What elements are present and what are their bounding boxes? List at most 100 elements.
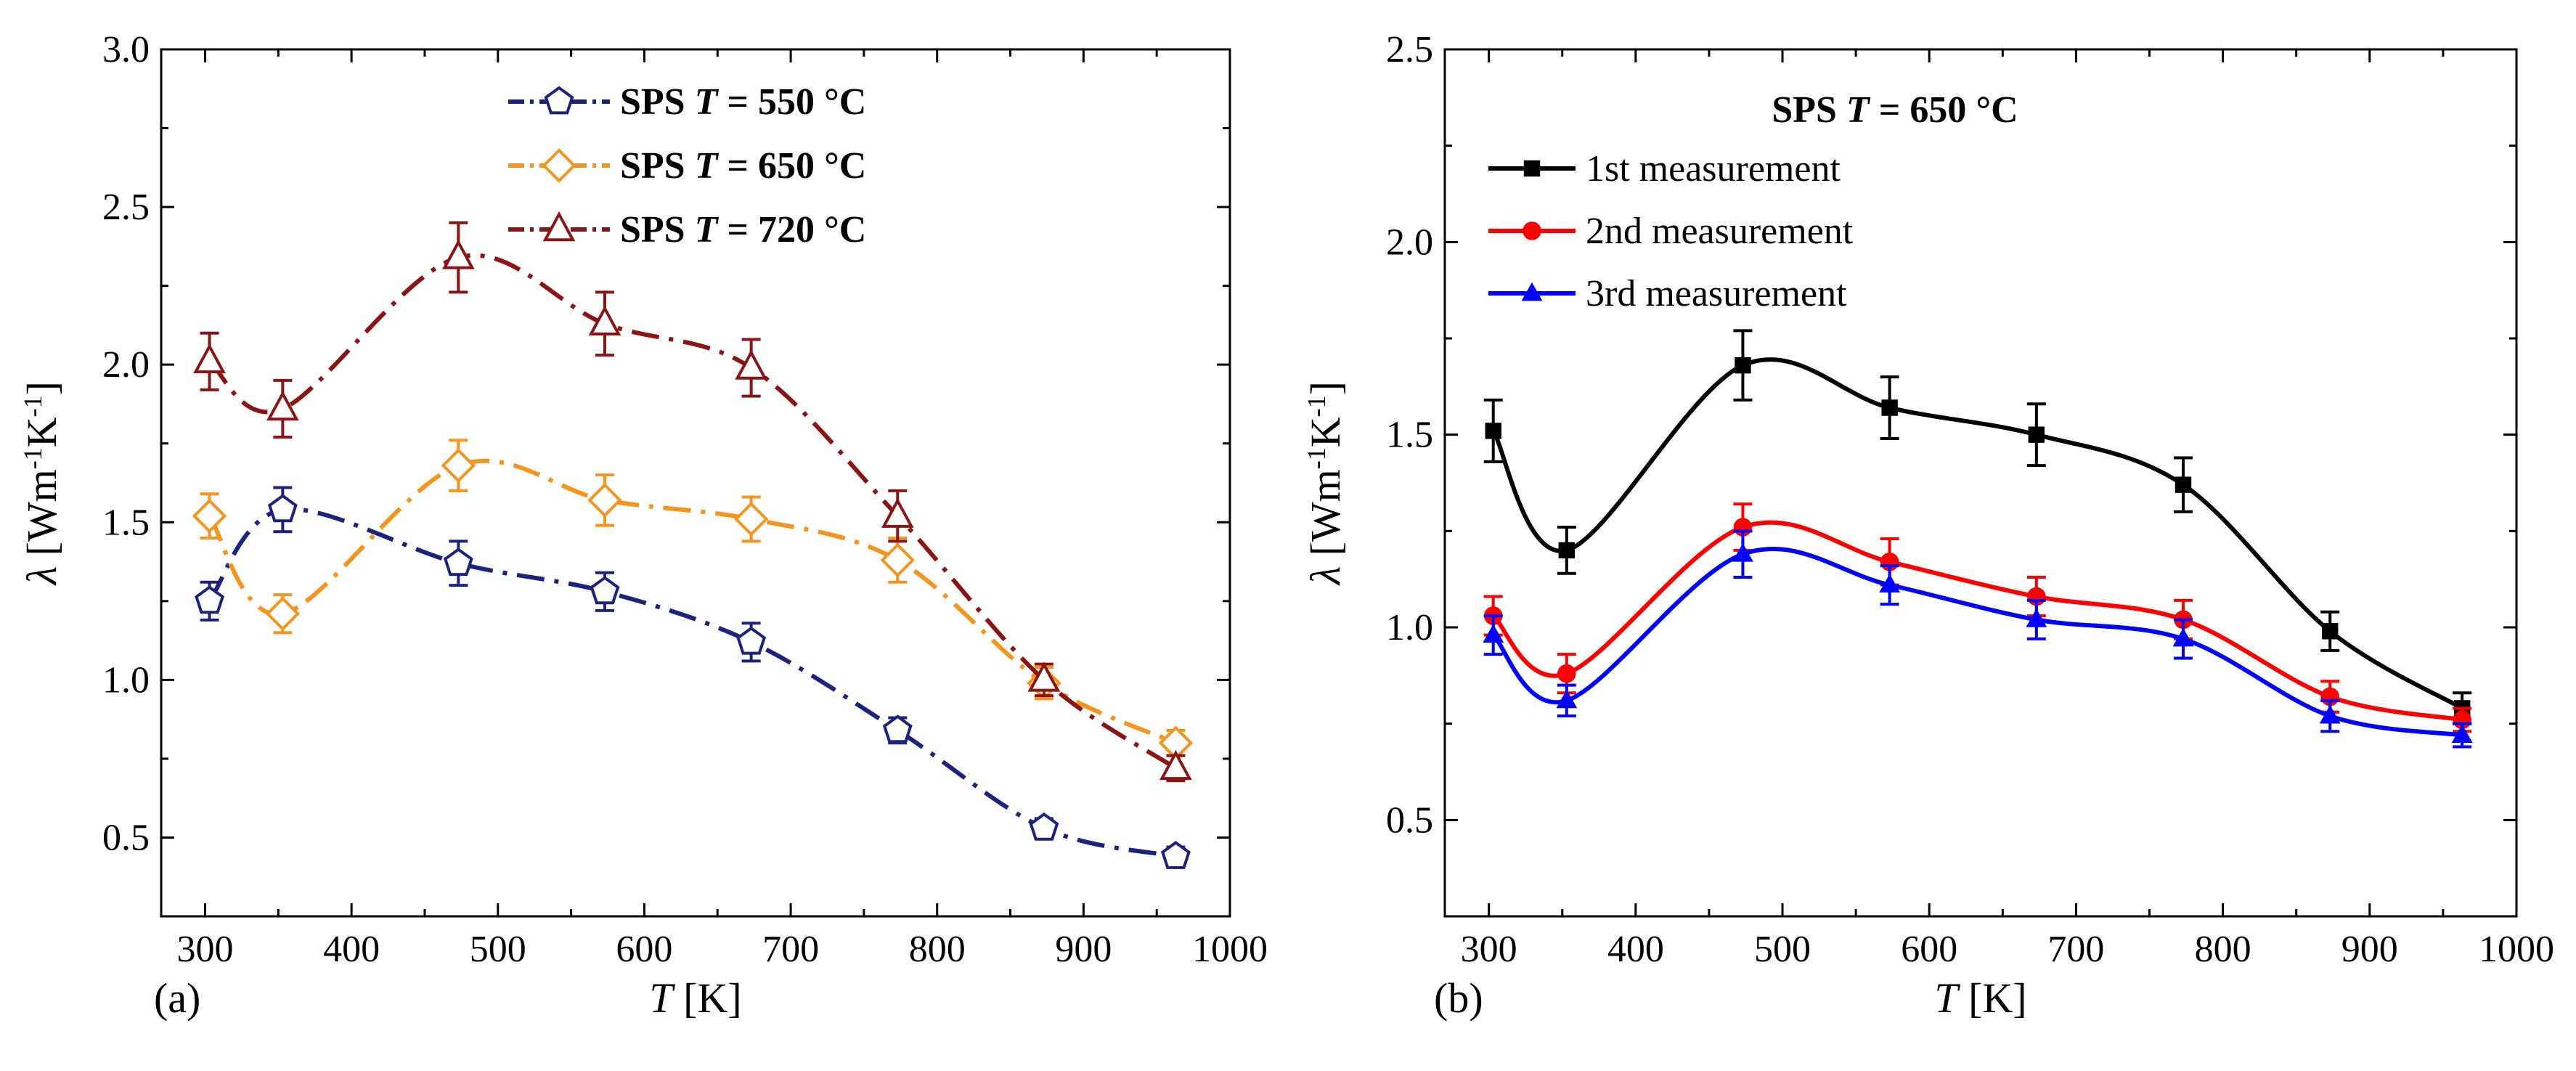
- y-axis-title: λ [Wm-1K-1]: [18, 381, 65, 586]
- series-1: [195, 486, 1191, 869]
- series-line: [208, 507, 1177, 859]
- data-point: [441, 239, 475, 269]
- x-axis-title: T [K]: [649, 974, 741, 1022]
- legend-label: 1st measurement: [1586, 148, 1841, 190]
- legend: SPS T = 550 °C SPS T = 650 °C SPS T = 720 …: [508, 81, 866, 251]
- data-point: [1556, 689, 1578, 709]
- legend-marker: [542, 211, 576, 242]
- data-point: [588, 305, 621, 335]
- legend-label: 3rd measurement: [1586, 273, 1847, 314]
- x-tick-label: 300: [176, 929, 233, 970]
- y-axis-title: λ [Wm-1K-1]: [1302, 381, 1349, 586]
- y-tick-label: 2.0: [1386, 221, 1433, 263]
- series-line: [208, 458, 1177, 745]
- series-line: [208, 253, 1178, 770]
- data-point: [443, 547, 473, 577]
- series-line: [1491, 520, 2463, 722]
- x-tick-label: 900: [2341, 929, 2398, 970]
- panel-label: (b): [1434, 974, 1483, 1022]
- data-point: [735, 349, 767, 380]
- data-point: [2172, 627, 2194, 647]
- y-tick-label: 1.0: [102, 659, 150, 701]
- y-tick-label: 2.0: [102, 344, 150, 386]
- data-point: [1735, 357, 1751, 374]
- y-tick-label: 2.5: [1386, 29, 1433, 70]
- x-tick-label: 800: [2195, 929, 2251, 970]
- series-3: [1483, 529, 2473, 749]
- x-tick-label: 800: [909, 929, 966, 970]
- data-point: [733, 502, 769, 537]
- legend-marker: [542, 148, 576, 183]
- y-tick-label: 1.0: [1386, 607, 1433, 648]
- data-point: [193, 343, 226, 374]
- panel-label: (a): [154, 974, 200, 1022]
- x-tick-label: 700: [762, 929, 819, 970]
- data-point: [265, 596, 301, 631]
- panel-b: 300 400 500 600 700 800 900 1000 0.5 1.0 1.5 2.0 2.5…: [1302, 29, 2554, 1022]
- series-line: [1491, 357, 2463, 711]
- y-tick-label: 1.5: [1386, 415, 1433, 456]
- legend-marker: [1523, 160, 1541, 177]
- data-point: [267, 494, 298, 523]
- legend-marker: [544, 86, 574, 115]
- x-tick-label: 600: [616, 929, 672, 970]
- data-point: [195, 585, 224, 614]
- x-tick-label: 600: [1901, 929, 1957, 970]
- data-point: [2319, 704, 2341, 724]
- data-point: [587, 483, 622, 518]
- series-2: [1483, 502, 2472, 733]
- series-2: [192, 439, 1194, 760]
- x-tick-label: 400: [1607, 929, 1664, 970]
- panel-title: SPS T = 650 °C: [1772, 89, 2018, 131]
- x-tick-label: 900: [1055, 929, 1112, 970]
- x-tick-label: 500: [470, 929, 526, 970]
- y-tick-label: 0.5: [102, 817, 150, 858]
- x-tick-label: 300: [1461, 929, 1517, 970]
- data-point: [1879, 574, 1901, 593]
- data-point: [2026, 608, 2047, 627]
- data-point: [2451, 724, 2473, 743]
- y-tick-label: 3.0: [102, 29, 150, 70]
- series-3: [193, 221, 1192, 783]
- data-point: [1558, 542, 1576, 559]
- data-point: [590, 576, 620, 605]
- data-point: [441, 448, 476, 483]
- legend-label: SPS T = 720 °C: [620, 209, 866, 251]
- x-tick-label: 700: [2047, 929, 2104, 970]
- x-tick-label: 500: [1754, 929, 1811, 970]
- series-1: [1483, 329, 2472, 725]
- data-point: [1483, 624, 1504, 643]
- legend-label: SPS T = 650 °C: [620, 145, 866, 187]
- data-point: [1881, 399, 1898, 416]
- data-point: [1160, 841, 1191, 869]
- data-point: [192, 498, 227, 534]
- plot-frame: [1443, 48, 2518, 918]
- data-point: [1485, 423, 1501, 439]
- legend: 1st measurement 2nd measurement 3rd measur…: [1488, 148, 1854, 314]
- series-line: [1491, 546, 2463, 738]
- y-tick-label: 0.5: [1386, 799, 1433, 841]
- y-tick-label: 2.5: [102, 187, 150, 228]
- legend-marker: [1523, 221, 1541, 240]
- data-point: [1159, 749, 1192, 781]
- data-point: [880, 542, 915, 578]
- x-tick-label: 400: [323, 929, 380, 970]
- plot-frame: [160, 48, 1231, 918]
- data-point: [882, 714, 913, 744]
- legend-label: 2nd measurement: [1586, 211, 1854, 252]
- x-tick-label: 1000: [2479, 929, 2554, 970]
- data-point: [2028, 426, 2045, 443]
- data-point: [266, 390, 299, 421]
- data-point: [1029, 812, 1059, 841]
- y-tick-label: 1.5: [102, 502, 150, 543]
- data-point: [2322, 623, 2339, 640]
- x-tick-label: 1000: [1192, 929, 1268, 970]
- legend-marker: [1521, 282, 1543, 301]
- x-axis-title: T [K]: [1934, 974, 2026, 1022]
- data-point: [2174, 476, 2192, 493]
- panel-a: 300 400 500 600 700 800 900 1000 0.5 1.0 1.5 2.0 2.5…: [18, 29, 1268, 1022]
- data-point: [736, 626, 767, 655]
- data-point: [881, 497, 914, 528]
- data-point: [1027, 661, 1061, 692]
